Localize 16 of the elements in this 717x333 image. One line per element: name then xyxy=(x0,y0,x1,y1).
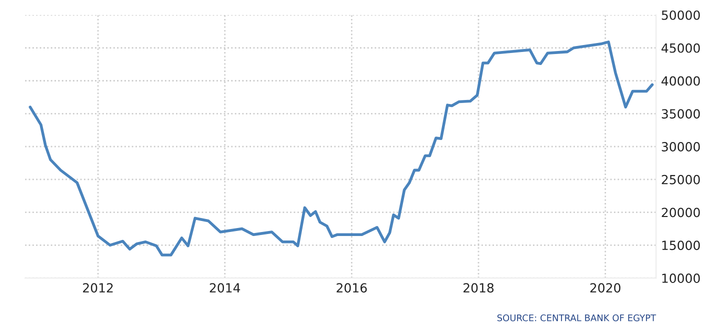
y-tick-label: 10000 xyxy=(662,274,700,283)
y-tick-label: 15000 xyxy=(662,240,700,250)
y-tick-label: 30000 xyxy=(662,142,700,152)
source-note: SOURCE: CENTRAL BANK OF EGYPT xyxy=(497,314,656,322)
y-tick-label: 25000 xyxy=(662,174,700,184)
y-tick-label: 40000 xyxy=(662,76,700,86)
x-tick-label: 2020 xyxy=(590,283,620,293)
y-tick-label: 45000 xyxy=(662,43,700,53)
x-tick-label: 2016 xyxy=(336,283,367,293)
y-tick-label: 20000 xyxy=(662,208,700,218)
x-tick-label: 2012 xyxy=(83,283,113,293)
x-tick-label: 2018 xyxy=(464,283,494,293)
y-tick-label: 35000 xyxy=(662,109,700,119)
line-series xyxy=(28,40,654,256)
x-tick-label: 2014 xyxy=(210,283,240,293)
y-tick-label: 50000 xyxy=(662,10,700,20)
